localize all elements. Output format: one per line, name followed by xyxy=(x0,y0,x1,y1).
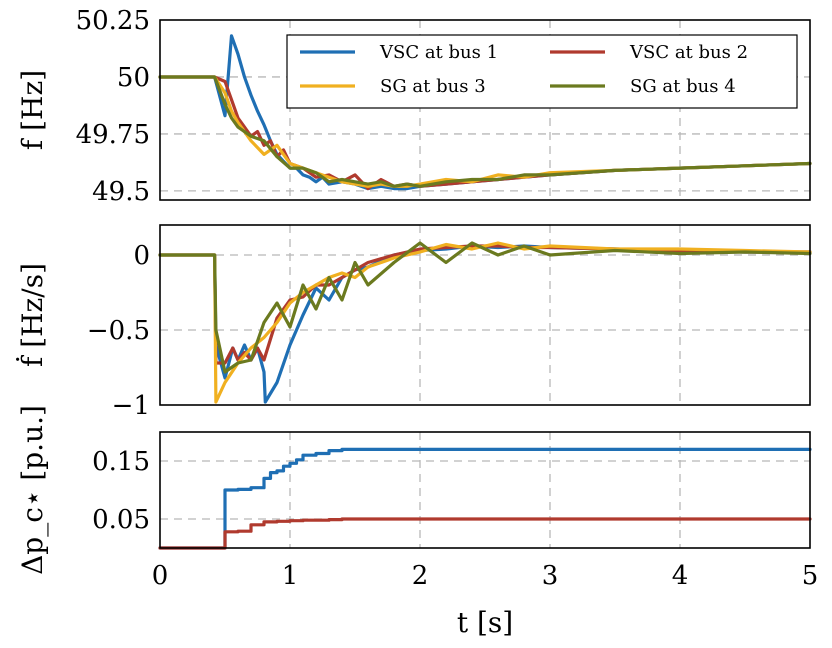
legend-entry: SG at bus 4 xyxy=(630,76,736,97)
x-tick-label: 3 xyxy=(542,561,559,591)
y-tick-label: 50 xyxy=(117,63,150,93)
power-setpoint-plot-frame xyxy=(159,431,811,549)
legend-entry: VSC at bus 1 xyxy=(379,42,498,63)
rocof-panel: −1 −0.5 0 ḟ [Hz/s] xyxy=(16,224,812,421)
x-tick-label: 2 xyxy=(412,561,429,591)
y-tick-label: −1 xyxy=(112,391,150,421)
frequency-axis-label: f [Hz] xyxy=(16,70,49,150)
y-tick-label: 49.5 xyxy=(92,177,150,207)
y-tick-label: 0 xyxy=(133,241,150,271)
series-line-vsc-at-bus-2 xyxy=(158,517,812,550)
x-tick-label: 4 xyxy=(672,561,689,591)
power-setpoint-axis-label: Δp_c⋆ [p.u.] xyxy=(16,405,49,575)
y-tick-label: 0.05 xyxy=(92,505,150,535)
series-line-vsc-at-bus-1 xyxy=(158,244,812,404)
y-tick-label: 50.25 xyxy=(76,6,150,36)
legend-entry: SG at bus 3 xyxy=(380,76,486,97)
rocof-plot-frame xyxy=(159,224,811,406)
legend-box xyxy=(286,34,798,109)
y-tick-label: −0.5 xyxy=(87,316,150,346)
rocof-axis-label: ḟ [Hz/s] xyxy=(16,263,49,367)
series-line-sg-at-bus-4 xyxy=(158,241,812,374)
y-tick-label: 0.15 xyxy=(92,447,150,477)
legend: VSC at bus 1 VSC at bus 2 SG at bus 3 SG at… xyxy=(286,34,798,109)
x-tick-label: 1 xyxy=(282,561,299,591)
y-tick-label: 49.75 xyxy=(76,120,150,150)
series-line-sg-at-bus-4 xyxy=(158,75,812,188)
legend-entry: VSC at bus 2 xyxy=(629,42,748,63)
series-line-vsc-at-bus-1 xyxy=(158,447,812,550)
series-line-sg-at-bus-3 xyxy=(158,241,812,404)
frequency-plot-frame xyxy=(159,19,811,201)
x-tick-label: 0 xyxy=(152,561,169,591)
time-axis-label: t [s] xyxy=(457,606,513,639)
x-tick-label: 5 xyxy=(802,561,819,591)
power-setpoint-panel: 0.05 0.15 0 1 2 3 4 5 Δp_c⋆ [p.u.] t [s] xyxy=(16,405,818,639)
